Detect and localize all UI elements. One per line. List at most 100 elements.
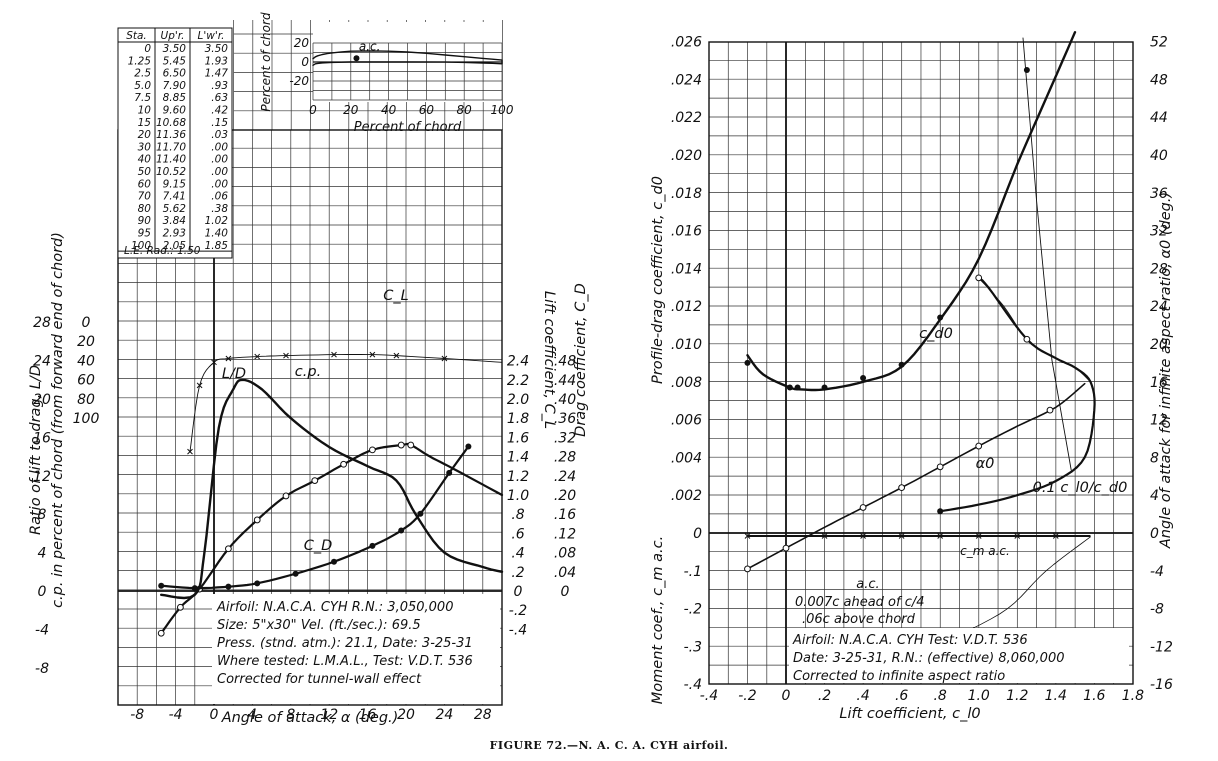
alpha0-point xyxy=(1046,406,1054,414)
cl-point xyxy=(369,446,376,454)
alpha0-tick-label: -4 xyxy=(1150,564,1164,580)
table-cell: 1.85 xyxy=(205,240,229,252)
table-cell: 0 xyxy=(144,43,151,55)
alpha0-point xyxy=(898,484,906,492)
cd-tick-label: .12 xyxy=(554,526,576,542)
cd0-tick-label: .026 xyxy=(671,35,702,51)
table-cell: .06 xyxy=(211,191,228,203)
table-cell: 3.50 xyxy=(205,43,229,55)
table-cell: 10 xyxy=(138,105,152,117)
alpha0-point xyxy=(744,565,751,573)
cd-tick-label: .04 xyxy=(554,565,576,581)
table-cell: 1.02 xyxy=(205,215,229,227)
table-cell: 8.85 xyxy=(163,92,187,104)
table-cell: 2.93 xyxy=(163,228,186,240)
x-tick-label: 4 xyxy=(248,707,257,723)
cd-tick-label: .44 xyxy=(554,373,576,389)
cd0-axis-label: Profile-drag coefficient, c_d0 xyxy=(650,176,666,384)
cm-point xyxy=(860,533,866,539)
profile-x-tick: 60 xyxy=(419,103,435,117)
cl-point xyxy=(282,492,290,500)
cl-tick-label: 2.0 xyxy=(507,392,529,408)
table-cell: 80 xyxy=(138,203,152,215)
table-cell: 5.45 xyxy=(163,55,187,67)
rx-tick-label: 1.6 xyxy=(1083,688,1105,704)
cd-tick-label: .40 xyxy=(554,392,576,408)
table-cell: 6.50 xyxy=(163,68,187,80)
profile-x-tick: 20 xyxy=(343,103,359,117)
cm-point xyxy=(744,533,751,539)
cl-tick-label: 2.2 xyxy=(507,373,529,389)
cm-point-b xyxy=(937,533,944,539)
table-cell: 7.5 xyxy=(134,92,151,104)
ac-note-label: a.c. xyxy=(856,577,879,592)
cp-point xyxy=(441,355,448,362)
cd0-curve-label: c_d0 xyxy=(919,326,953,342)
x-tick-label: -8 xyxy=(130,707,144,723)
table-cell: 2.5 xyxy=(134,68,151,80)
cp-point-b xyxy=(331,351,337,358)
airfoil-outline xyxy=(312,50,503,66)
cp-point-b xyxy=(441,355,448,362)
table-cell: 90 xyxy=(138,215,152,227)
alpha0-tick-label: -8 xyxy=(1150,602,1164,618)
cd0-point xyxy=(1023,66,1030,73)
cd0-point xyxy=(744,359,751,366)
table-cell: .00 xyxy=(211,178,228,190)
cl-tick-label: 1.8 xyxy=(507,411,529,427)
profile-ac-label: a.c. xyxy=(359,40,381,54)
table-cell: 5.62 xyxy=(163,203,187,215)
cp-point-b xyxy=(369,351,376,358)
alpha0-axis-label: Angle of attack for infinite aspect rati… xyxy=(1158,192,1174,549)
cd-tick-label: .36 xyxy=(554,411,576,427)
cd-point xyxy=(369,542,376,549)
cp-tick-label: 100 xyxy=(73,411,100,427)
right-info-line: Date: 3-25-31, R.N.: (effective) 8,060,0… xyxy=(793,651,1064,666)
x-tick-label: 8 xyxy=(286,707,295,723)
table-header: Sta. xyxy=(126,30,147,42)
cd0-tick-label: .008 xyxy=(671,375,702,391)
thin-drag-line xyxy=(1022,37,1072,471)
cd0-tick-label: .012 xyxy=(671,299,702,315)
cl-point xyxy=(157,629,165,637)
cp-point-b xyxy=(187,448,193,455)
cm-point-b xyxy=(1052,533,1059,539)
rx-tick-label: .2 xyxy=(818,688,831,704)
table-cell: 95 xyxy=(138,228,152,240)
profile-x-tick: 100 xyxy=(491,103,514,117)
cm-point-b xyxy=(898,533,905,539)
profile-ac-point xyxy=(353,55,360,62)
cm-axis-label: Moment coef., c_m a.c. xyxy=(650,536,666,704)
x-tick-label: 28 xyxy=(474,707,492,723)
alpha0-tick-label: -12 xyxy=(1150,639,1173,655)
cd0-tick-label: .010 xyxy=(671,337,702,353)
rx-tick-label: -.2 xyxy=(738,688,757,704)
right-chart: -.4 -.2 0 .2 .4 .6 .8 1.0 1.2 1.4 1.6 1.8 Lift coeff… xyxy=(650,31,1174,722)
cd0-point xyxy=(937,314,944,321)
table-cell: 3.50 xyxy=(163,43,187,55)
cp-point-b xyxy=(225,355,232,362)
left-info-line: Corrected for tunnel-wall effect xyxy=(217,672,422,687)
left-info-line: Airfoil: N.A.C.A. CYH R.N.: 3,050,000 xyxy=(216,600,453,615)
cp-tick-label: 40 xyxy=(77,353,95,369)
cl-tick-label: 1.4 xyxy=(507,450,529,466)
table-header: Up'r. xyxy=(161,30,185,42)
ac-note-line: .06c above chord xyxy=(802,612,916,627)
cp-point-b xyxy=(254,353,261,360)
cm-point xyxy=(1052,533,1059,539)
ld0-open-point xyxy=(975,274,983,282)
ld-tick-label: 24 xyxy=(33,354,51,370)
cd0-tick-label: 0 xyxy=(693,526,702,542)
alpha0-tick-label: 52 xyxy=(1150,35,1168,51)
cd0-tick-label: .016 xyxy=(671,224,702,240)
cd-axis-label: Drag coefficient, C_D xyxy=(573,283,589,437)
cd-point xyxy=(158,582,165,589)
cp-point xyxy=(211,359,217,366)
table-cell: 1.93 xyxy=(205,55,228,67)
table-cell: 50 xyxy=(138,166,152,178)
cl-point xyxy=(311,477,319,485)
cd0-tick-label: .022 xyxy=(671,110,702,126)
left-info-bg xyxy=(212,594,500,704)
cl-point xyxy=(407,441,415,449)
